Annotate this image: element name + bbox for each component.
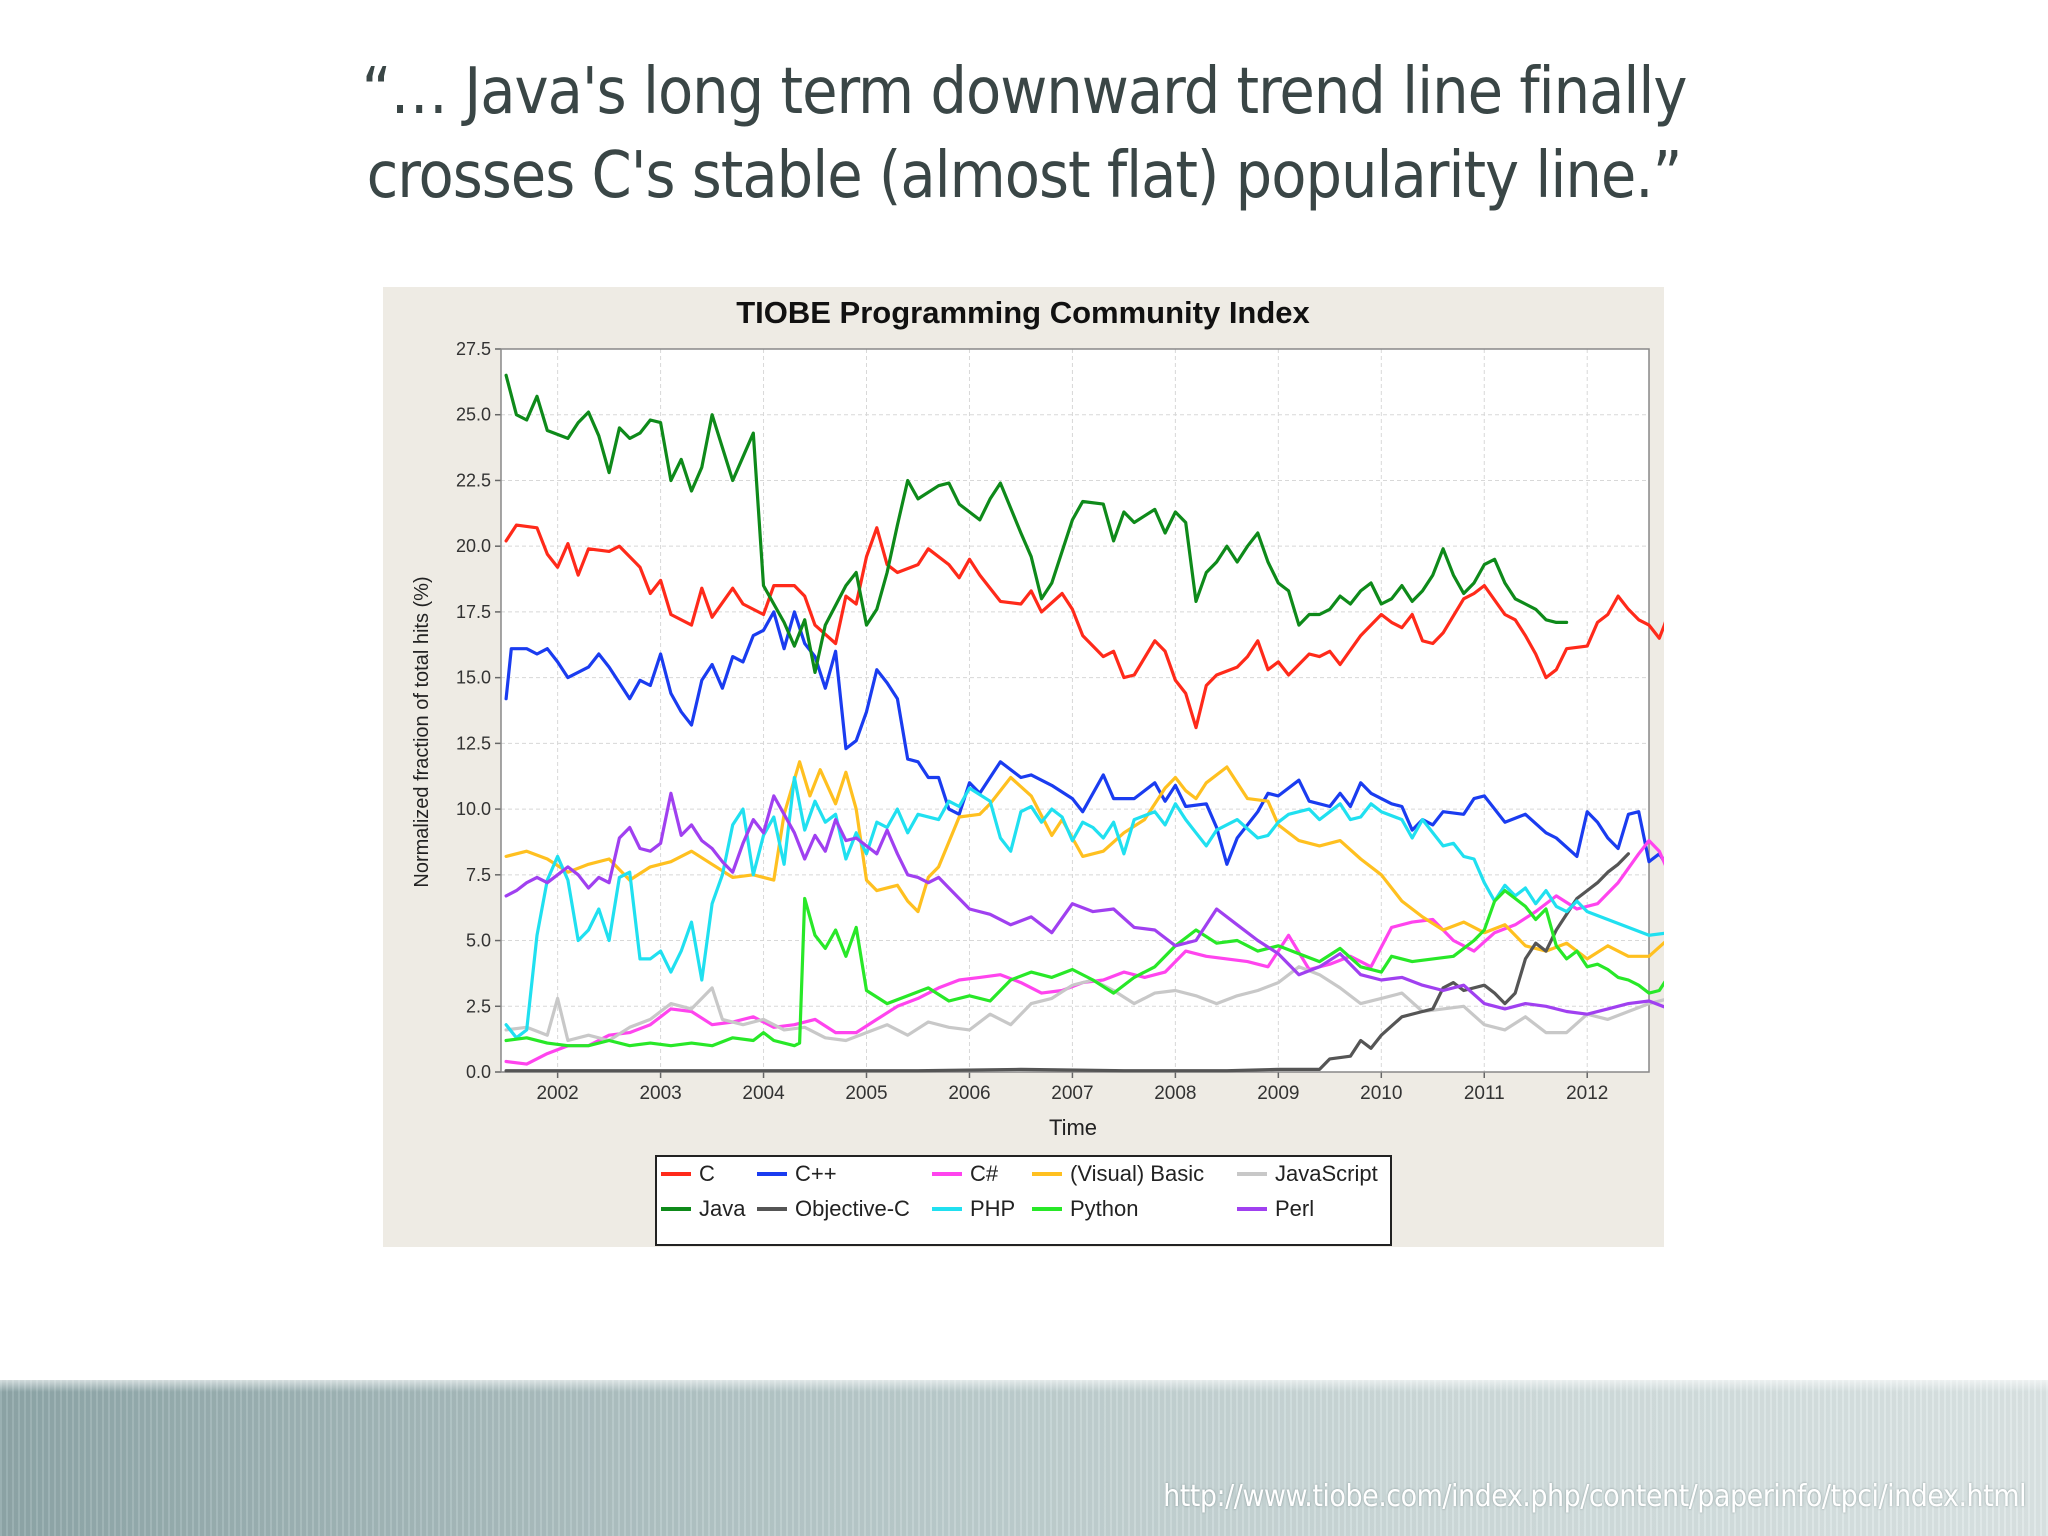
legend-swatch [932,1172,962,1176]
legend-label: PHP [970,1196,1016,1221]
tiobe-chart: TIOBE Programming Community Index 0.0 2.5… [411,295,1664,1140]
legend-label: C++ [795,1161,837,1186]
legend-label: Objective-C [795,1196,910,1221]
legend-item-visual-basic: (Visual) Basic [1032,1159,1204,1189]
x-axis-label: Time [1049,1115,1097,1140]
y-tick-label: 7.5 [466,865,491,885]
legend-swatch [932,1207,962,1211]
chart-frame: TIOBE Programming Community Index 0.0 2.5… [383,287,1664,1247]
legend-swatch [757,1172,787,1176]
x-tick-label: 2005 [845,1083,887,1104]
y-tick-label: 27.5 [456,339,491,359]
x-tick-label: 2007 [1051,1083,1093,1104]
legend-swatch [1032,1172,1062,1176]
source-url[interactable]: http://www.tiobe.com/index.php/content/p… [1163,1479,2026,1514]
legend-item-objective-c: Objective-C [757,1194,910,1224]
series-line-c [504,523,1664,730]
legend-item-php: PHP [932,1194,1015,1224]
legend-item-c: C# [932,1159,998,1189]
y-tick-label: 0.0 [466,1062,491,1082]
legend-item-javascript: JavaScript [1237,1159,1378,1189]
series-line-python [504,889,1664,1048]
y-tick-label: 2.5 [466,996,491,1016]
legend-label: Java [699,1196,746,1221]
slide-title-line-1: “… Java's long term downward trend line … [361,55,1688,129]
y-tick-label: 25.0 [456,405,491,425]
slide-title: “… Java's long term downward trend line … [0,50,2048,218]
legend-swatch [661,1172,691,1176]
series-line-javascript [504,965,1664,1043]
x-tick-label: 2004 [742,1083,785,1104]
legend-label: JavaScript [1275,1161,1378,1186]
legend-label: C [699,1161,715,1186]
x-tick-label: 2009 [1257,1083,1299,1104]
x-tick-label: 2008 [1154,1083,1196,1104]
x-tick-label: 2012 [1566,1083,1608,1104]
x-tick-label: 2003 [639,1083,681,1104]
chart-title: TIOBE Programming Community Index [736,295,1310,330]
y-tick-label: 5.0 [466,931,491,951]
x-tick-label: 2006 [948,1083,990,1104]
y-tick-label: 20.0 [456,536,491,556]
x-tick-label: 2011 [1464,1083,1505,1104]
y-tick-label: 22.5 [456,470,491,490]
legend-item-java: Java [661,1194,745,1224]
series-line-php [504,775,1664,1040]
plot-layer: 0.0 2.5 5.0 7.5 10.0 12.5 15.0 17.5 20.0 22.5 25.0… [456,339,1664,1104]
slide-title-line-2: crosses C's stable (almost flat) popular… [366,139,1683,213]
series-line-c [504,839,1664,1066]
legend-swatch [1237,1172,1267,1176]
series-line-visual-basic [504,760,1664,961]
y-tick-label: 17.5 [456,602,491,622]
series-line-c [504,610,1664,866]
legend-item-c: C [661,1159,715,1189]
chart-legend: C C++ C# (Visual) Basic JavaScript Java Object… [655,1155,1392,1246]
y-axis-label: Normalized fraction of total hits (%) [411,576,433,887]
legend-item-python: Python [1032,1194,1139,1224]
plot-background [501,349,1649,1072]
legend-item-c: C++ [757,1159,837,1189]
legend-label: (Visual) Basic [1070,1161,1205,1186]
x-tick-label: 2010 [1360,1083,1402,1104]
legend-swatch [661,1207,691,1211]
series-line-java [504,373,1569,674]
y-tick-label: 12.5 [456,733,491,753]
series-line-perl [504,791,1664,1016]
legend-label: Perl [1275,1196,1315,1221]
footer-band: http://www.tiobe.com/index.php/content/p… [0,1380,2048,1536]
legend-swatch [757,1207,787,1211]
y-tick-label: 15.0 [456,668,491,688]
y-tick-label: 10.0 [456,799,491,819]
legend-swatch [1237,1207,1267,1211]
plot-border [500,348,1650,1073]
legend-label: C# [970,1161,999,1186]
legend-label: Python [1070,1196,1139,1221]
legend-item-perl: Perl [1237,1194,1314,1224]
legend-swatch [1032,1207,1062,1211]
x-tick-label: 2002 [536,1083,578,1104]
